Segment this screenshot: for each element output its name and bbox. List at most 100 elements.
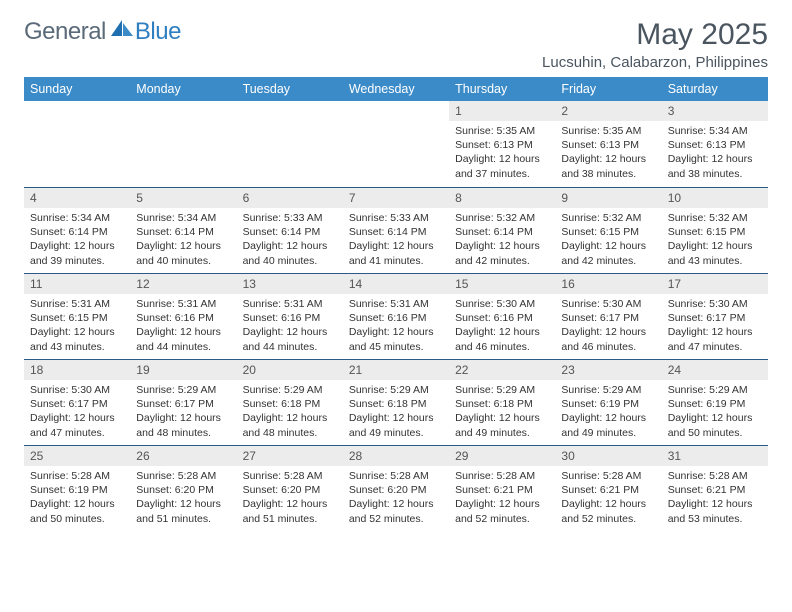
day-data: Sunrise: 5:34 AMSunset: 6:13 PMDaylight:… — [662, 121, 768, 185]
calendar-cell: 25Sunrise: 5:28 AMSunset: 6:19 PMDayligh… — [24, 445, 130, 531]
calendar-body: 1Sunrise: 5:35 AMSunset: 6:13 PMDaylight… — [24, 101, 768, 531]
month-title: May 2025 — [542, 18, 768, 52]
calendar-row: 1Sunrise: 5:35 AMSunset: 6:13 PMDaylight… — [24, 101, 768, 187]
calendar-cell: 4Sunrise: 5:34 AMSunset: 6:14 PMDaylight… — [24, 187, 130, 273]
day-number: 18 — [24, 359, 130, 380]
day-number: 2 — [555, 101, 661, 121]
day-number: 16 — [555, 273, 661, 294]
day-data: Sunrise: 5:30 AMSunset: 6:17 PMDaylight:… — [24, 380, 130, 444]
day-data: Sunrise: 5:35 AMSunset: 6:13 PMDaylight:… — [449, 121, 555, 185]
calendar-page: General Blue May 2025 Lucsuhin, Calabarz… — [0, 0, 792, 549]
calendar-cell: 18Sunrise: 5:30 AMSunset: 6:17 PMDayligh… — [24, 359, 130, 445]
day-number: 15 — [449, 273, 555, 294]
weekday-header: Friday — [555, 77, 661, 101]
day-number: 1 — [449, 101, 555, 121]
title-block: May 2025 Lucsuhin, Calabarzon, Philippin… — [542, 18, 768, 71]
calendar-cell: 20Sunrise: 5:29 AMSunset: 6:18 PMDayligh… — [237, 359, 343, 445]
day-number: 8 — [449, 187, 555, 208]
calendar-cell: 13Sunrise: 5:31 AMSunset: 6:16 PMDayligh… — [237, 273, 343, 359]
day-number: 30 — [555, 445, 661, 466]
weekday-header: Saturday — [662, 77, 768, 101]
calendar-cell: 10Sunrise: 5:32 AMSunset: 6:15 PMDayligh… — [662, 187, 768, 273]
logo-text-general: General — [24, 18, 106, 46]
day-data: Sunrise: 5:28 AMSunset: 6:19 PMDaylight:… — [24, 466, 130, 530]
location-text: Lucsuhin, Calabarzon, Philippines — [542, 54, 768, 71]
calendar-cell: 12Sunrise: 5:31 AMSunset: 6:16 PMDayligh… — [130, 273, 236, 359]
calendar-cell: 8Sunrise: 5:32 AMSunset: 6:14 PMDaylight… — [449, 187, 555, 273]
calendar-row: 18Sunrise: 5:30 AMSunset: 6:17 PMDayligh… — [24, 359, 768, 445]
day-number: 22 — [449, 359, 555, 380]
weekday-header: Monday — [130, 77, 236, 101]
calendar-cell: 3Sunrise: 5:34 AMSunset: 6:13 PMDaylight… — [662, 101, 768, 187]
calendar-cell: 14Sunrise: 5:31 AMSunset: 6:16 PMDayligh… — [343, 273, 449, 359]
day-data: Sunrise: 5:30 AMSunset: 6:16 PMDaylight:… — [449, 294, 555, 358]
day-data: Sunrise: 5:33 AMSunset: 6:14 PMDaylight:… — [237, 208, 343, 272]
day-data: Sunrise: 5:28 AMSunset: 6:21 PMDaylight:… — [555, 466, 661, 530]
day-number: 23 — [555, 359, 661, 380]
calendar-cell: 27Sunrise: 5:28 AMSunset: 6:20 PMDayligh… — [237, 445, 343, 531]
calendar-cell: 15Sunrise: 5:30 AMSunset: 6:16 PMDayligh… — [449, 273, 555, 359]
calendar-cell — [130, 101, 236, 187]
day-number: 26 — [130, 445, 236, 466]
calendar-table: Sunday Monday Tuesday Wednesday Thursday… — [24, 77, 768, 531]
day-data: Sunrise: 5:29 AMSunset: 6:17 PMDaylight:… — [130, 380, 236, 444]
day-number: 24 — [662, 359, 768, 380]
day-number: 17 — [662, 273, 768, 294]
day-number: 11 — [24, 273, 130, 294]
calendar-cell: 19Sunrise: 5:29 AMSunset: 6:17 PMDayligh… — [130, 359, 236, 445]
day-number: 4 — [24, 187, 130, 208]
calendar-cell — [24, 101, 130, 187]
calendar-cell: 17Sunrise: 5:30 AMSunset: 6:17 PMDayligh… — [662, 273, 768, 359]
day-data: Sunrise: 5:28 AMSunset: 6:20 PMDaylight:… — [130, 466, 236, 530]
day-number: 19 — [130, 359, 236, 380]
weekday-header-row: Sunday Monday Tuesday Wednesday Thursday… — [24, 77, 768, 101]
logo-text-blue: Blue — [135, 18, 181, 46]
calendar-cell: 21Sunrise: 5:29 AMSunset: 6:18 PMDayligh… — [343, 359, 449, 445]
day-number: 31 — [662, 445, 768, 466]
day-number: 5 — [130, 187, 236, 208]
calendar-row: 4Sunrise: 5:34 AMSunset: 6:14 PMDaylight… — [24, 187, 768, 273]
calendar-cell: 9Sunrise: 5:32 AMSunset: 6:15 PMDaylight… — [555, 187, 661, 273]
day-number: 7 — [343, 187, 449, 208]
calendar-cell: 22Sunrise: 5:29 AMSunset: 6:18 PMDayligh… — [449, 359, 555, 445]
day-number: 25 — [24, 445, 130, 466]
weekday-header: Sunday — [24, 77, 130, 101]
day-number: 12 — [130, 273, 236, 294]
day-data: Sunrise: 5:31 AMSunset: 6:15 PMDaylight:… — [24, 294, 130, 358]
calendar-cell: 7Sunrise: 5:33 AMSunset: 6:14 PMDaylight… — [343, 187, 449, 273]
day-data: Sunrise: 5:34 AMSunset: 6:14 PMDaylight:… — [130, 208, 236, 272]
calendar-cell: 26Sunrise: 5:28 AMSunset: 6:20 PMDayligh… — [130, 445, 236, 531]
day-data: Sunrise: 5:31 AMSunset: 6:16 PMDaylight:… — [130, 294, 236, 358]
calendar-cell: 31Sunrise: 5:28 AMSunset: 6:21 PMDayligh… — [662, 445, 768, 531]
day-number: 10 — [662, 187, 768, 208]
day-number: 29 — [449, 445, 555, 466]
day-data: Sunrise: 5:34 AMSunset: 6:14 PMDaylight:… — [24, 208, 130, 272]
day-data: Sunrise: 5:31 AMSunset: 6:16 PMDaylight:… — [237, 294, 343, 358]
header: General Blue May 2025 Lucsuhin, Calabarz… — [24, 18, 768, 71]
day-data: Sunrise: 5:29 AMSunset: 6:19 PMDaylight:… — [662, 380, 768, 444]
calendar-cell: 29Sunrise: 5:28 AMSunset: 6:21 PMDayligh… — [449, 445, 555, 531]
day-data: Sunrise: 5:32 AMSunset: 6:15 PMDaylight:… — [555, 208, 661, 272]
day-number: 21 — [343, 359, 449, 380]
day-data: Sunrise: 5:29 AMSunset: 6:19 PMDaylight:… — [555, 380, 661, 444]
day-number: 6 — [237, 187, 343, 208]
calendar-cell: 23Sunrise: 5:29 AMSunset: 6:19 PMDayligh… — [555, 359, 661, 445]
brand-logo: General Blue — [24, 18, 181, 46]
day-data: Sunrise: 5:30 AMSunset: 6:17 PMDaylight:… — [662, 294, 768, 358]
day-number: 13 — [237, 273, 343, 294]
day-number: 28 — [343, 445, 449, 466]
weekday-header: Wednesday — [343, 77, 449, 101]
weekday-header: Tuesday — [237, 77, 343, 101]
calendar-cell: 28Sunrise: 5:28 AMSunset: 6:20 PMDayligh… — [343, 445, 449, 531]
calendar-cell: 2Sunrise: 5:35 AMSunset: 6:13 PMDaylight… — [555, 101, 661, 187]
day-number: 27 — [237, 445, 343, 466]
day-number: 20 — [237, 359, 343, 380]
calendar-cell — [237, 101, 343, 187]
calendar-cell: 1Sunrise: 5:35 AMSunset: 6:13 PMDaylight… — [449, 101, 555, 187]
calendar-cell: 16Sunrise: 5:30 AMSunset: 6:17 PMDayligh… — [555, 273, 661, 359]
day-data: Sunrise: 5:29 AMSunset: 6:18 PMDaylight:… — [237, 380, 343, 444]
calendar-row: 25Sunrise: 5:28 AMSunset: 6:19 PMDayligh… — [24, 445, 768, 531]
day-number: 14 — [343, 273, 449, 294]
day-data: Sunrise: 5:33 AMSunset: 6:14 PMDaylight:… — [343, 208, 449, 272]
calendar-cell: 5Sunrise: 5:34 AMSunset: 6:14 PMDaylight… — [130, 187, 236, 273]
